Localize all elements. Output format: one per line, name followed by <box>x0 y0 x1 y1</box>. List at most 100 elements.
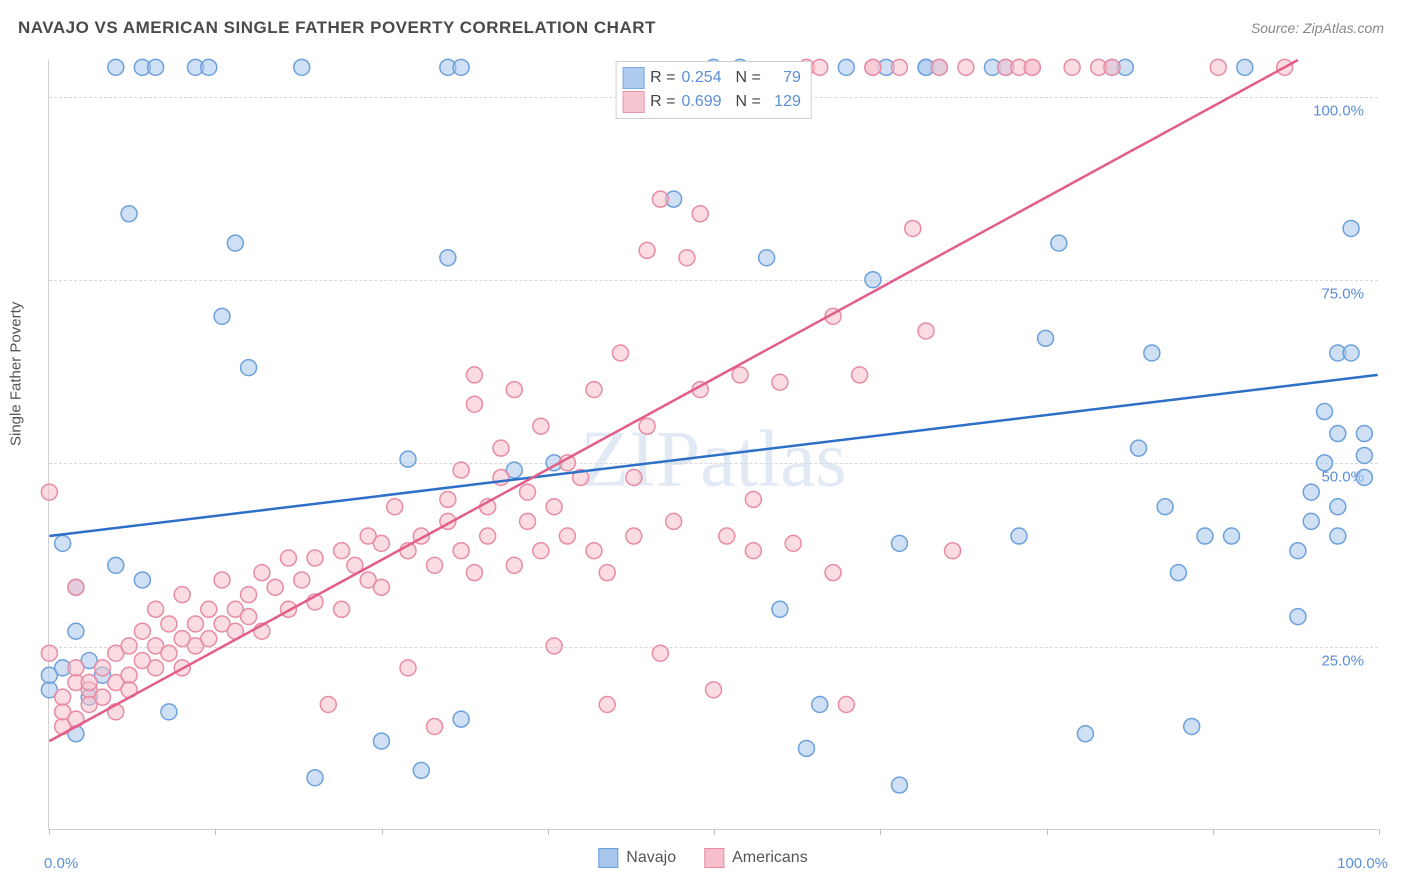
scatter-svg <box>49 60 1378 829</box>
legend-swatch <box>704 848 724 868</box>
data-point <box>1330 426 1346 442</box>
x-tick <box>49 829 50 835</box>
stat-r-value: 0.699 <box>681 90 721 114</box>
data-point <box>520 484 536 500</box>
data-point <box>1197 528 1213 544</box>
data-point <box>1343 220 1359 236</box>
data-point <box>825 565 841 581</box>
data-point <box>918 323 934 339</box>
data-point <box>838 697 854 713</box>
data-point <box>241 587 257 603</box>
data-point <box>148 601 164 617</box>
data-point <box>852 367 868 383</box>
data-point <box>1038 330 1054 346</box>
plot-area: ZIPatlas 25.0%50.0%75.0%100.0% R =0.254N… <box>48 60 1378 830</box>
data-point <box>506 382 522 398</box>
data-point <box>320 697 336 713</box>
data-point <box>546 499 562 515</box>
data-point <box>1356 426 1372 442</box>
data-point <box>520 513 536 529</box>
data-point <box>586 382 602 398</box>
data-point <box>891 535 907 551</box>
data-point <box>1343 345 1359 361</box>
x-tick <box>714 829 715 835</box>
data-point <box>161 645 177 661</box>
data-point <box>506 557 522 573</box>
chart-title: NAVAJO VS AMERICAN SINGLE FATHER POVERTY… <box>18 18 656 38</box>
x-tick <box>548 829 549 835</box>
stat-legend-row: R =0.254N =79 <box>622 66 801 90</box>
data-point <box>400 451 416 467</box>
data-point <box>772 374 788 390</box>
data-point <box>161 616 177 632</box>
data-point <box>745 543 761 559</box>
data-point <box>945 543 961 559</box>
data-point <box>1290 543 1306 559</box>
data-point <box>373 579 389 595</box>
data-point <box>1317 455 1333 471</box>
data-point <box>891 777 907 793</box>
data-point <box>148 59 164 75</box>
data-point <box>466 396 482 412</box>
x-axis-max-label: 100.0% <box>1337 855 1388 872</box>
legend-item: Americans <box>704 848 808 868</box>
legend-item: Navajo <box>598 848 676 868</box>
data-point <box>214 308 230 324</box>
stat-r-label: R = <box>650 66 675 90</box>
data-point <box>307 770 323 786</box>
data-point <box>865 272 881 288</box>
data-point <box>1011 528 1027 544</box>
data-point <box>613 345 629 361</box>
data-point <box>1356 447 1372 463</box>
data-point <box>1317 404 1333 420</box>
data-point <box>599 565 615 581</box>
data-point <box>134 572 150 588</box>
data-point <box>626 528 642 544</box>
data-point <box>812 59 828 75</box>
data-point <box>1051 235 1067 251</box>
data-point <box>68 623 84 639</box>
data-point <box>334 543 350 559</box>
data-point <box>148 660 164 676</box>
data-point <box>1131 440 1147 456</box>
data-point <box>453 462 469 478</box>
legend-swatch <box>598 848 618 868</box>
data-point <box>639 242 655 258</box>
stat-n-value: 79 <box>767 66 801 90</box>
data-point <box>652 645 668 661</box>
data-point <box>108 557 124 573</box>
data-point <box>134 623 150 639</box>
data-point <box>1303 484 1319 500</box>
x-tick <box>215 829 216 835</box>
data-point <box>400 660 416 676</box>
data-point <box>546 638 562 654</box>
data-point <box>453 711 469 727</box>
data-point <box>307 550 323 566</box>
source-attribution: Source: ZipAtlas.com <box>1251 20 1384 36</box>
data-point <box>373 535 389 551</box>
data-point <box>480 528 496 544</box>
data-point <box>838 59 854 75</box>
data-point <box>121 638 137 654</box>
data-point <box>785 535 801 551</box>
data-point <box>493 440 509 456</box>
data-point <box>958 59 974 75</box>
data-point <box>1104 59 1120 75</box>
data-point <box>187 616 203 632</box>
data-point <box>1330 499 1346 515</box>
data-point <box>95 660 111 676</box>
data-point <box>1210 59 1226 75</box>
data-point <box>1303 513 1319 529</box>
data-point <box>201 59 217 75</box>
data-point <box>1184 718 1200 734</box>
data-point <box>334 601 350 617</box>
data-point <box>453 543 469 559</box>
data-point <box>1290 609 1306 625</box>
data-point <box>666 513 682 529</box>
data-point <box>1224 528 1240 544</box>
data-point <box>440 491 456 507</box>
stat-n-label: N = <box>736 66 761 90</box>
data-point <box>652 191 668 207</box>
data-point <box>68 579 84 595</box>
data-point <box>241 360 257 376</box>
